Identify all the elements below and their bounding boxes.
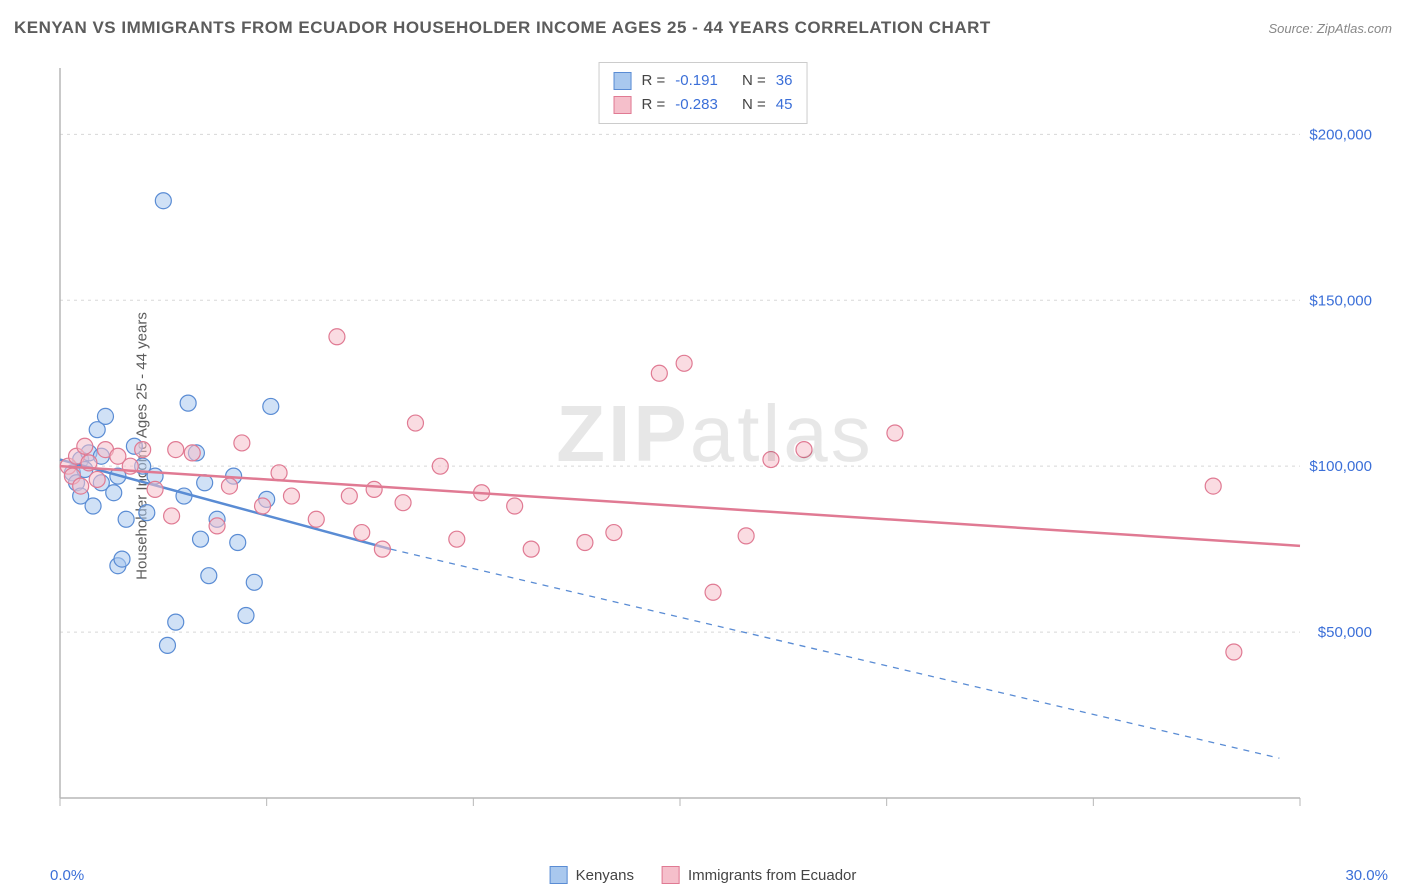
r-label: R = [642, 93, 666, 117]
r-value: -0.191 [675, 69, 718, 93]
n-label: N = [742, 93, 766, 117]
n-value: 45 [776, 93, 793, 117]
r-value: -0.283 [675, 93, 718, 117]
n-label: N = [742, 69, 766, 93]
x-axis-min-label: 0.0% [50, 867, 84, 884]
source-attribution: Source: ZipAtlas.com [1268, 21, 1392, 36]
swatch-icon [614, 72, 632, 90]
chart-area: $50,000$100,000$150,000$200,000 ZIPatlas [50, 58, 1380, 828]
chart-title: KENYAN VS IMMIGRANTS FROM ECUADOR HOUSEH… [14, 18, 991, 38]
stats-row-ecuador: R = -0.283 N = 45 [614, 93, 793, 117]
svg-text:$100,000: $100,000 [1309, 458, 1372, 475]
stats-row-kenyans: R = -0.191 N = 36 [614, 69, 793, 93]
n-value: 36 [776, 69, 793, 93]
svg-text:$200,000: $200,000 [1309, 126, 1372, 143]
swatch-icon [662, 866, 680, 884]
legend-label: Kenyans [576, 867, 634, 884]
legend: Kenyans Immigrants from Ecuador [550, 866, 857, 884]
svg-text:$150,000: $150,000 [1309, 292, 1372, 309]
svg-text:$50,000: $50,000 [1318, 624, 1372, 641]
swatch-icon [550, 866, 568, 884]
scatter-chart: $50,000 $100,000 $150,000 $200,000 [50, 58, 1380, 828]
swatch-icon [614, 96, 632, 114]
r-label: R = [642, 69, 666, 93]
legend-item-kenyans: Kenyans [550, 866, 634, 884]
legend-item-ecuador: Immigrants from Ecuador [662, 866, 856, 884]
legend-label: Immigrants from Ecuador [688, 867, 856, 884]
correlation-stats-box: R = -0.191 N = 36 R = -0.283 N = 45 [599, 62, 808, 124]
x-axis-max-label: 30.0% [1345, 867, 1388, 884]
